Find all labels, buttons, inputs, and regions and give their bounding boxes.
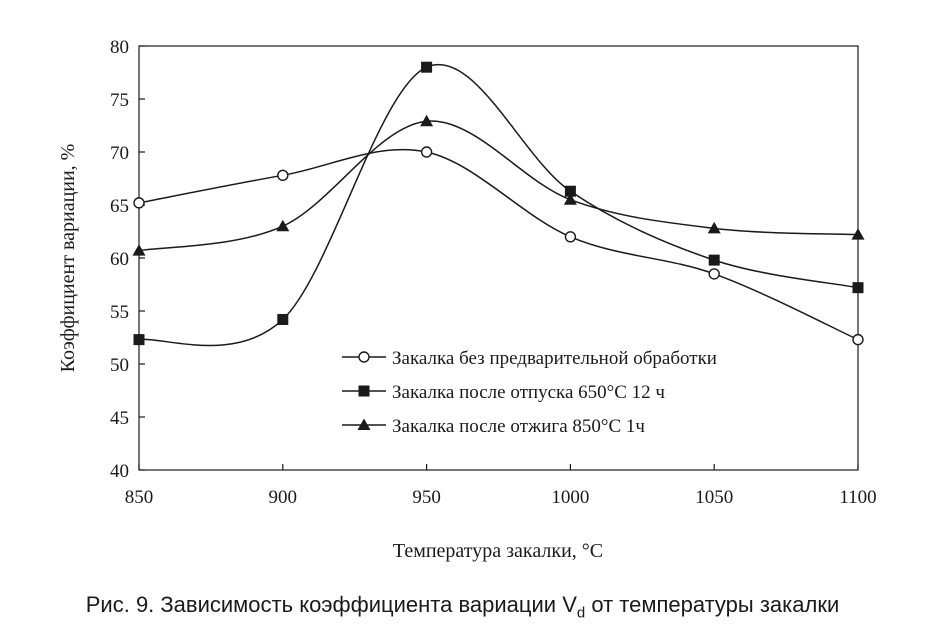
x-axis-ticks: 850 900 950 1000 1050 1100 (125, 464, 877, 508)
y-tick-label: 65 (110, 196, 129, 217)
legend-label: Закалка без предварительной обработки (392, 348, 717, 369)
y-tick-label: 75 (110, 90, 129, 111)
series-line (138, 148, 859, 341)
series-layer (132, 61, 865, 347)
x-tick-label: 1000 (551, 487, 589, 508)
data-point (420, 146, 433, 158)
caption-text: Рис. 9. Зависимость коэффициента вариаци… (85, 592, 577, 617)
data-point (563, 193, 577, 205)
x-tick-label: 900 (269, 487, 298, 508)
data-point (277, 313, 289, 325)
x-tick-label: 1050 (695, 487, 733, 508)
x-tick-label: 1100 (839, 487, 876, 508)
data-point (421, 61, 433, 73)
data-point (133, 334, 145, 346)
y-tick-label: 45 (110, 408, 129, 429)
x-axis-label: Температура закалки, °С (393, 540, 603, 562)
legend-label: Закалка после отжига 850°С 1ч (392, 416, 645, 437)
series-3 (132, 114, 865, 256)
data-point (852, 333, 864, 346)
y-tick-label: 80 (110, 37, 129, 58)
data-point (708, 268, 720, 280)
data-point (420, 114, 434, 127)
data-point (707, 221, 721, 234)
legend: Закалка без предварительной обработки Зак… (342, 348, 717, 437)
x-tick-label: 850 (125, 487, 154, 508)
legend-item: Закалка после отпуска 650°С 12 ч (342, 382, 665, 403)
series-line (138, 120, 859, 252)
figure-caption: Рис. 9. Зависимость коэффициента вариаци… (0, 592, 925, 621)
plot-area (138, 45, 859, 471)
data-point (708, 254, 720, 266)
caption-text-end: от температуры закалки (585, 592, 840, 617)
x-tick-label: 950 (412, 487, 441, 508)
legend-item: Закалка без предварительной обработки (342, 348, 717, 369)
y-tick-label: 60 (110, 249, 129, 270)
data-point (277, 169, 289, 182)
legend-label: Закалка после отпуска 650°С 12 ч (392, 382, 665, 403)
legend-item: Закалка после отжига 850°С 1ч (342, 416, 645, 437)
legend-marker (358, 385, 370, 397)
caption-subscript: d (576, 604, 586, 622)
data-point (851, 228, 865, 240)
y-axis-label: Коэффициент вариации, % (57, 144, 79, 373)
legend-marker (357, 418, 371, 430)
data-point (564, 231, 577, 243)
data-point (852, 282, 864, 294)
data-point (276, 219, 290, 232)
data-point (133, 197, 145, 209)
y-tick-label: 55 (110, 302, 129, 323)
y-tick-label: 70 (110, 143, 129, 164)
data-point (132, 244, 146, 256)
data-point (564, 185, 576, 197)
y-tick-label: 50 (110, 355, 129, 376)
y-axis-ticks: 40 45 50 55 60 65 70 75 80 (110, 37, 145, 482)
series-2 (133, 61, 864, 347)
y-tick-label: 40 (110, 461, 129, 482)
legend-marker (358, 351, 370, 363)
series-1 (133, 146, 864, 346)
